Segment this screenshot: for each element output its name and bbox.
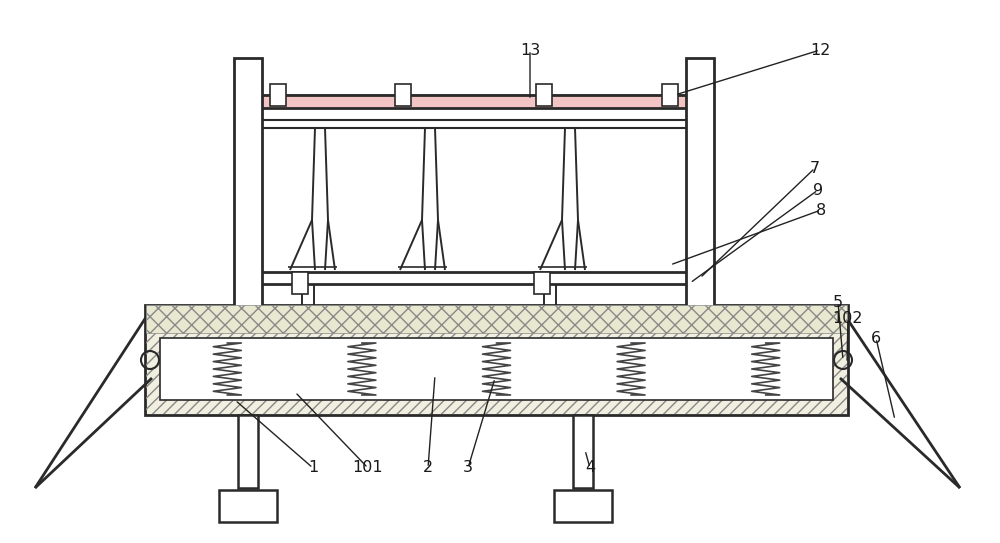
- Bar: [270, 84, 286, 106]
- Bar: [146, 306, 847, 414]
- Text: 6: 6: [871, 331, 881, 345]
- Bar: [146, 305, 847, 333]
- Text: 102: 102: [833, 311, 863, 325]
- Bar: [534, 272, 550, 294]
- Bar: [536, 84, 552, 106]
- Bar: [262, 94, 686, 108]
- Bar: [160, 338, 833, 400]
- Bar: [219, 490, 277, 522]
- Bar: [395, 84, 411, 106]
- Bar: [554, 490, 612, 522]
- Text: 12: 12: [810, 42, 830, 58]
- Bar: [662, 84, 678, 106]
- Text: 1: 1: [308, 460, 318, 476]
- Text: 13: 13: [520, 42, 540, 58]
- Text: 9: 9: [813, 182, 823, 198]
- Bar: [292, 272, 308, 294]
- Text: 8: 8: [816, 203, 826, 218]
- Text: 7: 7: [810, 161, 820, 175]
- Bar: [686, 58, 714, 308]
- Text: 2: 2: [423, 460, 433, 476]
- Bar: [145, 305, 848, 415]
- Text: 101: 101: [353, 460, 383, 476]
- Text: 3: 3: [463, 460, 473, 476]
- Bar: [234, 58, 262, 308]
- Bar: [573, 415, 593, 488]
- Text: 5: 5: [833, 294, 843, 310]
- Bar: [238, 415, 258, 488]
- Text: 4: 4: [585, 460, 595, 476]
